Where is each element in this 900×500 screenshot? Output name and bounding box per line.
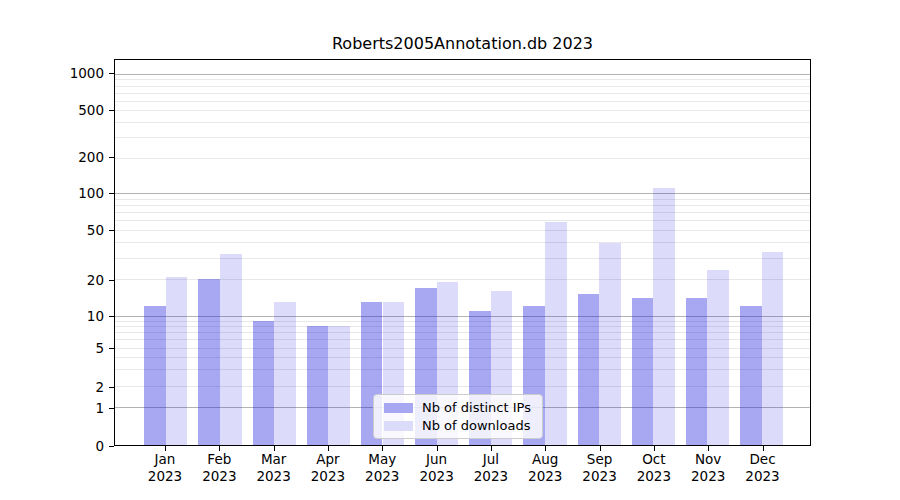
bar-nb-of-downloads-apr-2023 [328,326,350,445]
legend: Nb of distinct IPs Nb of downloads [373,394,543,439]
minor-gridline-80 [115,205,810,206]
minor-gridline-200 [115,158,810,159]
legend-label-distinct-ips: Nb of distinct IPs [422,401,531,415]
x-tick-label-may-2023: May 2023 [352,451,412,485]
minor-gridline-400 [115,122,810,123]
x-tick-label-jan-2023: Jan 2023 [135,451,195,485]
minor-gridline-700 [115,93,810,94]
y-tick-label-200: 200 [4,148,104,166]
bar-nb-of-distinct-ips-nov-2023 [686,298,708,445]
chart-title: Roberts2005Annotation.db 2023 [114,34,811,54]
figure-canvas: Roberts2005Annotation.db 2023 0 1 2 5 10 20 50… [0,0,900,500]
bar-nb-of-downloads-jan-2023 [166,277,188,445]
bar-nb-of-distinct-ips-mar-2023 [253,321,275,445]
bar-nb-of-downloads-sep-2023 [599,243,621,445]
y-tick-1000 [109,73,114,74]
legend-item-downloads: Nb of downloads [374,419,542,433]
legend-swatch-distinct-ips [384,403,413,413]
x-tick-label-oct-2023: Oct 2023 [624,451,684,485]
y-tick-200 [109,157,114,158]
legend-item-distinct-ips: Nb of distinct IPs [374,401,542,415]
minor-gridline-60 [115,220,810,221]
minor-gridline-70 [115,212,810,213]
bar-nb-of-downloads-oct-2023 [653,188,675,445]
y-tick-label-500: 500 [4,101,104,119]
legend-label-downloads: Nb of downloads [422,419,530,433]
bar-nb-of-distinct-ips-feb-2023 [198,279,220,445]
bar-nb-of-downloads-feb-2023 [220,254,242,445]
x-tick-label-mar-2023: Mar 2023 [244,451,304,485]
minor-gridline-90 [115,199,810,200]
x-tick-label-sep-2023: Sep 2023 [570,451,630,485]
x-tick-label-dec-2023: Dec 2023 [733,451,793,485]
plot-area [114,59,811,446]
y-tick-1 [109,408,114,409]
minor-gridline-900 [115,79,810,80]
y-tick-label-0: 0 [4,437,104,455]
bar-nb-of-distinct-ips-jan-2023 [144,306,166,445]
x-tick-label-nov-2023: Nov 2023 [678,451,738,485]
y-tick-5 [109,348,114,349]
x-tick-label-feb-2023: Feb 2023 [189,451,249,485]
x-tick-label-aug-2023: Aug 2023 [515,451,575,485]
y-tick-10 [109,316,114,317]
bar-nb-of-downloads-dec-2023 [762,252,784,445]
y-tick-500 [109,110,114,111]
bar-nb-of-downloads-nov-2023 [707,270,729,445]
y-tick-50 [109,230,114,231]
major-gridline-100 [115,193,810,194]
x-tick-label-jun-2023: Jun 2023 [407,451,467,485]
minor-gridline-50 [115,230,810,231]
y-tick-label-20: 20 [4,271,104,289]
bar-nb-of-distinct-ips-dec-2023 [740,306,762,445]
x-tick-label-apr-2023: Apr 2023 [298,451,358,485]
bar-nb-of-distinct-ips-apr-2023 [307,326,329,445]
x-tick-label-jul-2023: Jul 2023 [461,451,521,485]
y-tick-label-50: 50 [4,221,104,239]
y-tick-100 [109,193,114,194]
y-tick-20 [109,280,114,281]
y-tick-0 [109,446,114,447]
y-tick-2 [109,387,114,388]
y-tick-label-1: 1 [4,399,104,417]
y-tick-label-100: 100 [4,184,104,202]
legend-swatch-downloads [384,421,413,431]
minor-gridline-300 [115,137,810,138]
y-tick-label-2: 2 [4,378,104,396]
minor-gridline-500 [115,110,810,111]
major-gridline-1000 [115,74,810,75]
y-tick-label-10: 10 [4,307,104,325]
bar-nb-of-distinct-ips-oct-2023 [632,298,654,445]
bar-nb-of-downloads-aug-2023 [545,222,567,445]
minor-gridline-600 [115,101,810,102]
bar-nb-of-distinct-ips-sep-2023 [578,294,600,445]
minor-gridline-800 [115,86,810,87]
y-tick-label-1000: 1000 [4,64,104,82]
minor-gridline-40 [115,242,810,243]
y-tick-label-5: 5 [4,339,104,357]
bar-nb-of-downloads-mar-2023 [274,302,296,445]
